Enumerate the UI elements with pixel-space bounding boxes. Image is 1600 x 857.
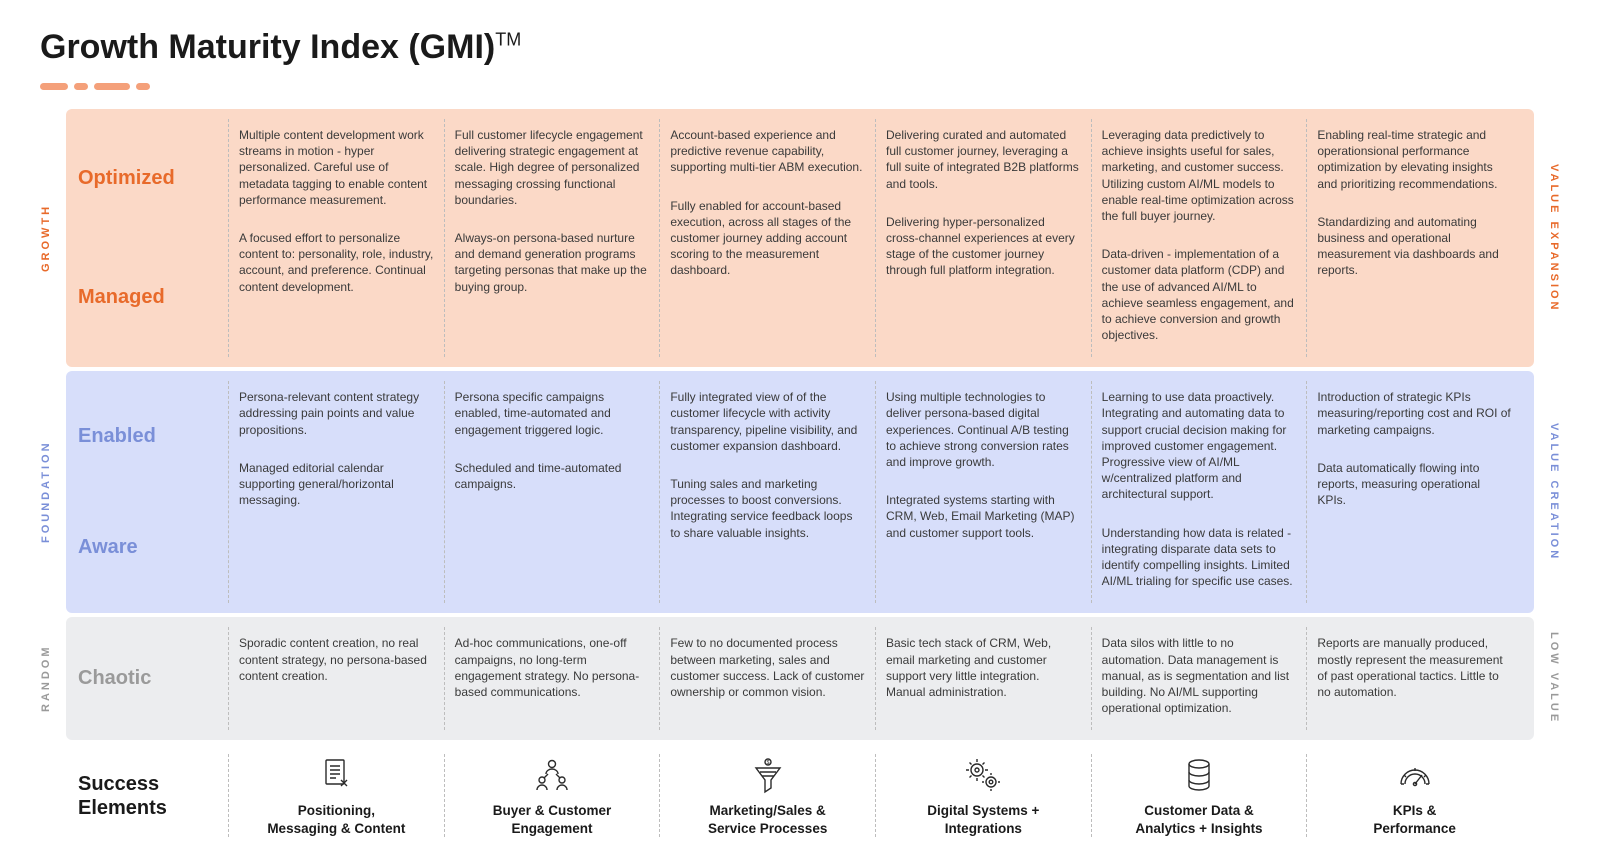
column-label-kpi: KPIs &Performance — [1317, 802, 1512, 837]
column-positioning: Positioning,Messaging & Content — [228, 754, 444, 837]
cell-chaotic-positioning: Sporadic content creation, no real conte… — [239, 627, 434, 698]
cell-chaotic-process: Few to no documented process between mar… — [670, 627, 865, 714]
left-axis-growth: GROWTH — [40, 109, 52, 367]
cell-managed-process: Fully enabled for account-based executio… — [670, 190, 865, 293]
cell-enabled-data: Learning to use data proactively. Integr… — [1102, 381, 1297, 516]
right-axis-value_expansion: VALUE EXPANSION — [1548, 109, 1560, 367]
cell-aware-buyer: Scheduled and time-automated campaigns. — [455, 452, 650, 506]
cell-chaotic-kpi: Reports are manually produced, mostly re… — [1317, 627, 1512, 714]
page-title: Growth Maturity Index (GMI)TM — [40, 28, 1560, 67]
cell-enabled-process: Fully integrated view of of the customer… — [670, 381, 865, 468]
left-axis-foundation: FOUNDATION — [40, 371, 52, 613]
database-icon — [1102, 754, 1297, 796]
cell-managed-data: Data-driven - implementation of a custom… — [1102, 238, 1297, 357]
cell-chaotic-data: Data silos with little to no automation.… — [1102, 627, 1297, 730]
cell-chaotic-digital: Basic tech stack of CRM, Web, email mark… — [886, 627, 1081, 714]
row-label-managed: Managed — [78, 280, 228, 315]
column-digital: Digital Systems +Integrations — [875, 754, 1091, 837]
row-label-enabled: Enabled — [78, 419, 228, 454]
cell-optimized-process: Account-based experience and predictive … — [670, 119, 865, 190]
cell-aware-process: Tuning sales and marketing processes to … — [670, 468, 865, 555]
cell-managed-buyer: Always-on persona-based nurture and dema… — [455, 222, 650, 309]
title-text: Growth Maturity Index (GMI) — [40, 28, 495, 66]
cell-optimized-digital: Delivering curated and automated full cu… — [886, 119, 1081, 206]
column-label-buyer: Buyer & CustomerEngagement — [455, 802, 650, 837]
row-label-optimized: Optimized — [78, 161, 228, 196]
cell-aware-positioning: Managed editorial calendar supporting ge… — [239, 452, 434, 523]
column-data: Customer Data &Analytics + Insights — [1091, 754, 1307, 837]
cell-enabled-buyer: Persona specific campaigns enabled, time… — [455, 381, 650, 452]
band-random: Chaotic Sporadic content creation, no rea… — [66, 617, 1534, 740]
row-label-chaotic: Chaotic — [78, 661, 228, 696]
cell-enabled-digital: Using multiple technologies to deliver p… — [886, 381, 1081, 484]
cell-managed-kpi: Standardizing and automating business an… — [1317, 206, 1512, 293]
svg-text:$: $ — [766, 760, 769, 766]
column-label-positioning: Positioning,Messaging & Content — [239, 802, 434, 837]
column-label-digital: Digital Systems +Integrations — [886, 802, 1081, 837]
cell-aware-digital: Integrated systems starting with CRM, We… — [886, 484, 1081, 555]
column-kpi: KPIs &Performance — [1306, 754, 1522, 837]
cell-managed-positioning: A focused effort to personalize content … — [239, 222, 434, 309]
gears-icon — [886, 754, 1081, 796]
title-tm: TM — [495, 30, 521, 50]
cell-enabled-positioning: Persona-relevant content strategy addres… — [239, 381, 434, 452]
cell-aware-data: Understanding how data is related - inte… — [1102, 517, 1297, 604]
column-label-data: Customer Data &Analytics + Insights — [1102, 802, 1297, 837]
people-icon — [455, 754, 650, 796]
decor-dashes — [40, 77, 1560, 95]
row-label-aware: Aware — [78, 530, 228, 565]
band-growth: Optimized Managed Multiple content develop… — [66, 109, 1534, 367]
cell-chaotic-buyer: Ad-hoc communications, one-off campaigns… — [455, 627, 650, 714]
document-icon — [239, 754, 434, 796]
funnel-icon: $ — [670, 754, 865, 796]
right-axis-value_creation: VALUE CREATION — [1548, 371, 1560, 613]
maturity-matrix: Optimized Managed Multiple content develop… — [40, 109, 1560, 837]
cell-enabled-kpi: Introduction of strategic KPIs measuring… — [1317, 381, 1512, 452]
cell-optimized-buyer: Full customer lifecycle engagement deliv… — [455, 119, 650, 222]
cell-managed-digital: Delivering hyper-personalized cross-chan… — [886, 206, 1081, 293]
cell-optimized-data: Leveraging data predictively to achieve … — [1102, 119, 1297, 238]
cell-optimized-positioning: Multiple content development work stream… — [239, 119, 434, 222]
band-foundation: Enabled Aware Persona-relevant content str… — [66, 371, 1534, 613]
gauge-icon — [1317, 754, 1512, 796]
column-process: $ Marketing/Sales &Service Processes — [659, 754, 875, 837]
right-axis-low_value: LOW VALUE — [1548, 617, 1560, 740]
cell-aware-kpi: Data automatically flowing into reports,… — [1317, 452, 1512, 523]
success-elements-label: SuccessElements — [78, 754, 228, 837]
success-elements-row: SuccessElements Positioning,Messaging & C… — [66, 744, 1534, 837]
column-buyer: Buyer & CustomerEngagement — [444, 754, 660, 837]
cell-optimized-kpi: Enabling real-time strategic and operati… — [1317, 119, 1512, 206]
left-axis-random: RANDOM — [40, 617, 52, 740]
column-label-process: Marketing/Sales &Service Processes — [670, 802, 865, 837]
